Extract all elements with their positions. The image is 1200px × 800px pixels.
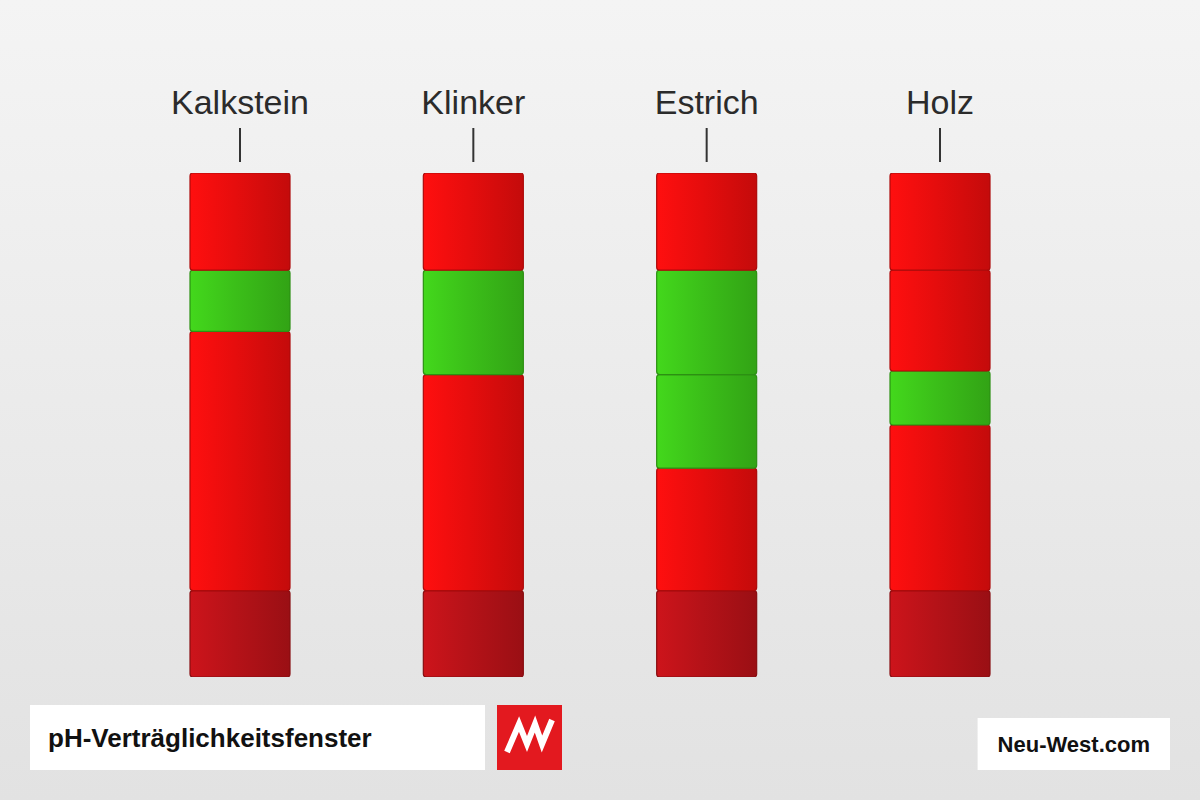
bar-segment: [657, 468, 757, 590]
bar-segment: [190, 173, 290, 270]
chart: Kalkstein Klinker Estrich Holz pH-Verträglic…: [0, 0, 1200, 800]
bar-segment: [190, 331, 290, 590]
bar-segment: [890, 425, 990, 591]
bar-segment: [657, 591, 757, 677]
logo-mark: [507, 720, 552, 752]
category-label: Holz: [906, 83, 974, 121]
label-connector: [939, 128, 941, 162]
label-connector: [472, 128, 474, 162]
source: Neu-West.com: [998, 732, 1150, 757]
bar-segment: [657, 173, 757, 270]
bar-segment: [423, 591, 523, 677]
label-connector: [239, 128, 241, 162]
bar-segment: [423, 375, 523, 591]
bar-segment: [423, 270, 523, 374]
label-connector: [706, 128, 708, 162]
bar-segment: [657, 270, 757, 374]
source-box: Neu-West.com: [978, 718, 1170, 770]
source-background: [978, 718, 1170, 770]
bar-segment: [890, 173, 990, 270]
category-labels: Kalkstein Klinker Estrich Holz: [171, 83, 974, 162]
bar-segment: [890, 270, 990, 371]
bar-segment: [423, 173, 523, 270]
category-label: Kalkstein: [171, 83, 309, 121]
logo-background: [497, 705, 562, 770]
category-label: Klinker: [421, 83, 525, 121]
bar-segment: [190, 591, 290, 677]
bars: [190, 173, 990, 677]
bar-segment: [890, 591, 990, 677]
bar-segment: [890, 371, 990, 425]
title-box: pH-Verträglichkeitsfenster: [30, 705, 485, 770]
title-background: [30, 705, 485, 770]
bar-segment: [657, 375, 757, 469]
title: pH-Verträglichkeitsfenster: [48, 723, 372, 753]
background: [0, 0, 1200, 800]
logo: [497, 705, 562, 770]
category-label: Estrich: [655, 83, 759, 121]
bar-segment: [190, 270, 290, 331]
